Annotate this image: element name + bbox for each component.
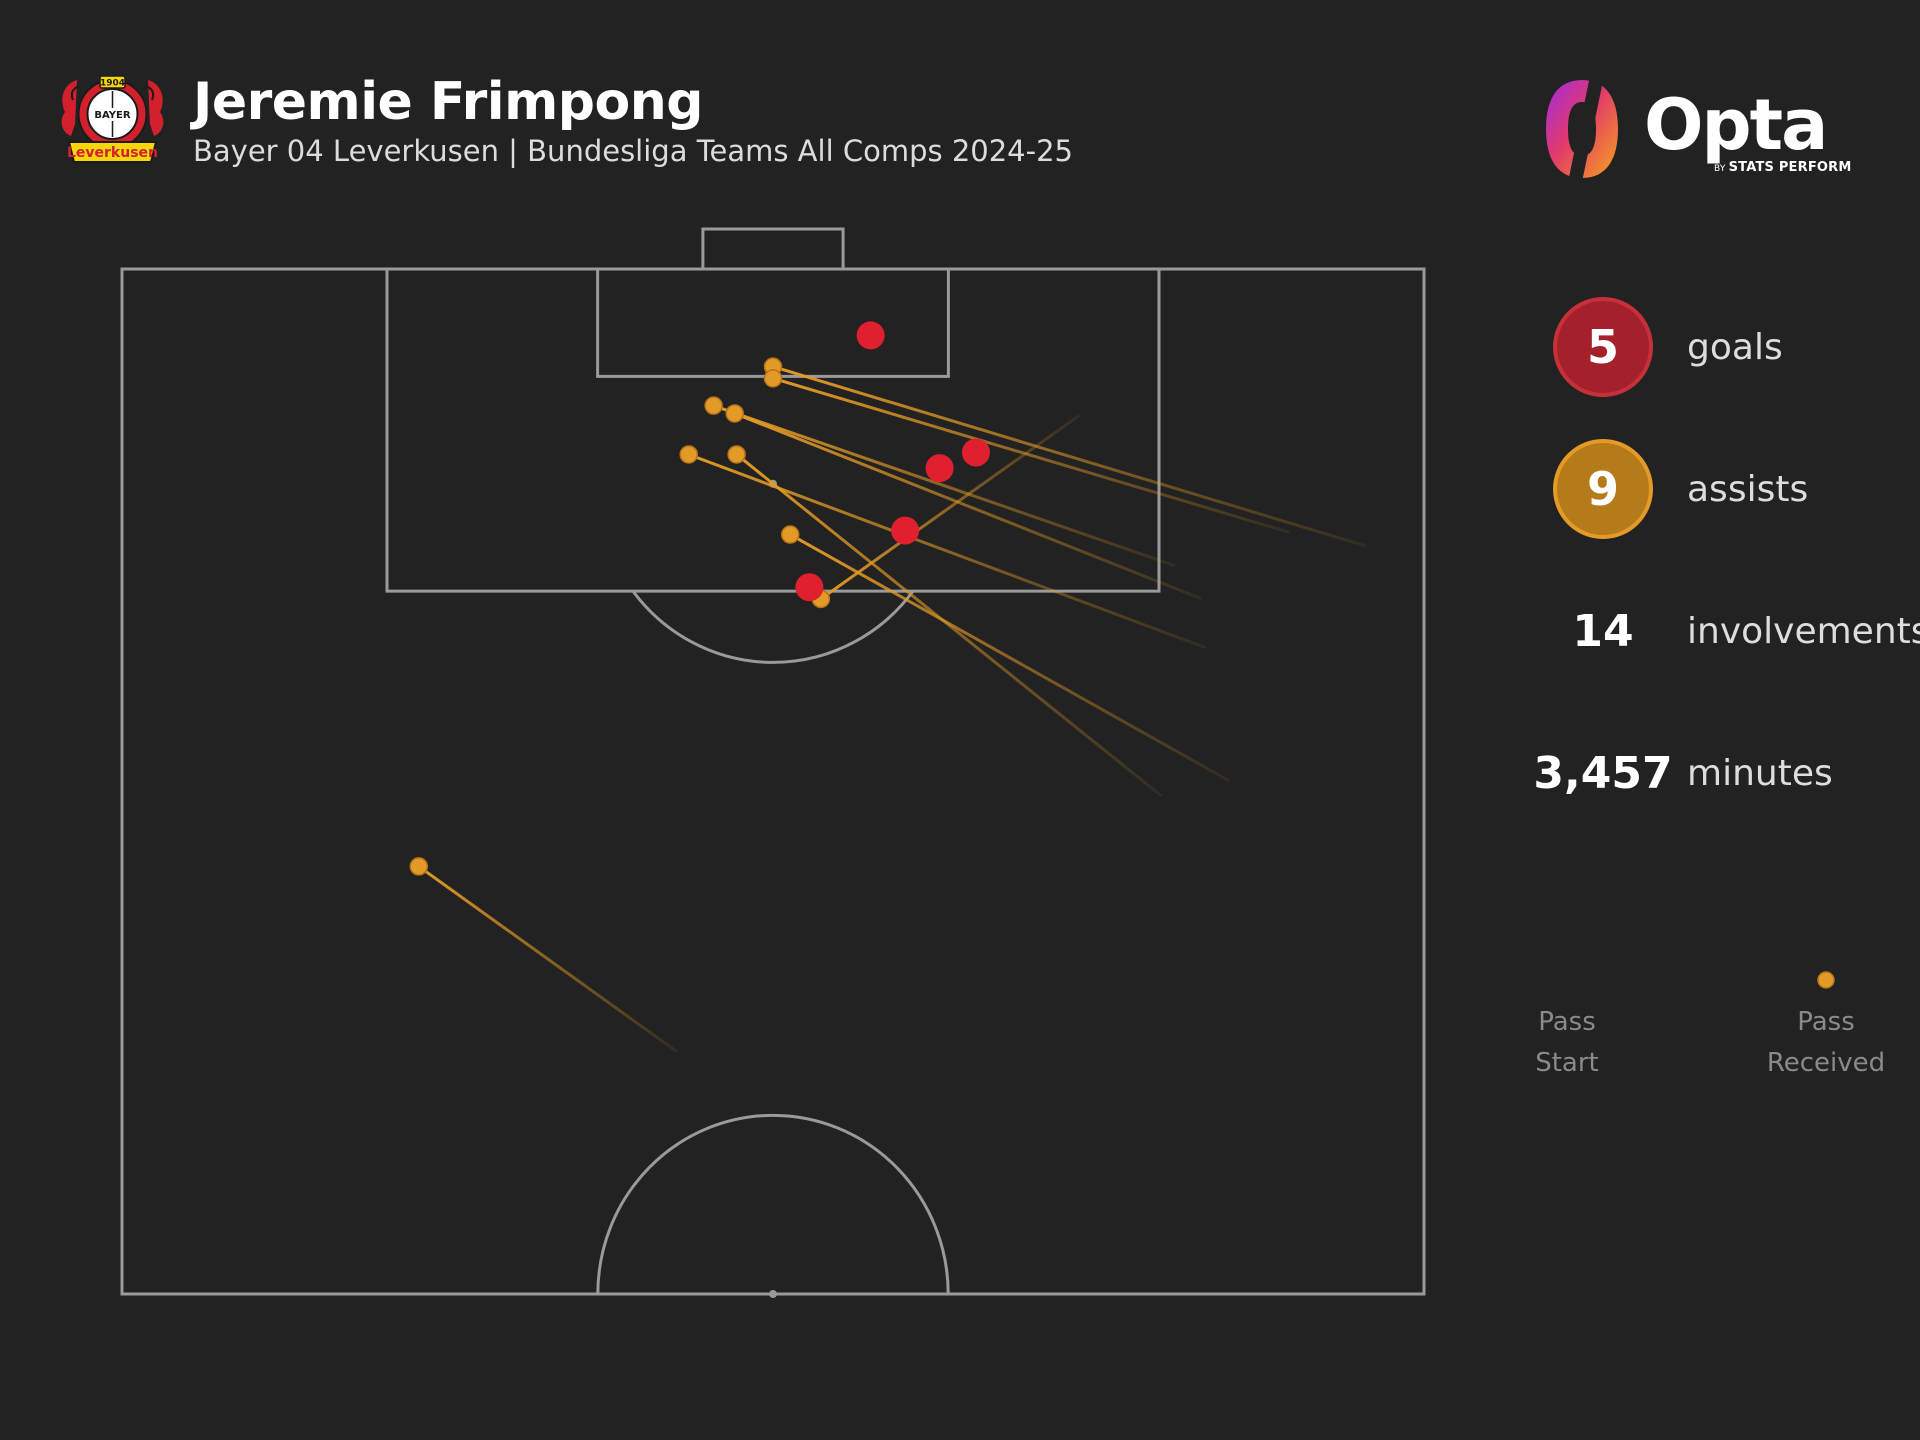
assist-pass-line [772,376,1291,535]
assists-label: assists [1687,468,1809,510]
involvements-count: 14 [1572,605,1634,657]
legend-pass-received-dot [1817,971,1835,989]
assist-pass-line [713,404,1176,568]
goal-markers [795,321,990,602]
goal-marker [856,321,885,350]
assist-passes [409,357,1367,1054]
assist-pass-line [789,533,1230,782]
stat-minutes: 3,457 minutes [1500,721,1920,831]
stat-assists: 9 assists [1500,437,1920,547]
goals-label: goals [1687,326,1783,368]
assists-count-badge: 9 [1553,439,1653,539]
assist-pass-received-dot [725,404,744,423]
assist-pass-line [417,865,679,1054]
pitch-boundary [120,267,1426,1296]
assist-pass-received-dot [409,857,429,876]
goal-marker [891,516,920,545]
header: 1904 BAYER Leverkusen Jeremie Frimpong B… [55,68,1155,178]
stat-involvements: 14 involvements [1500,579,1920,689]
goal-marker [795,573,824,602]
stats-panel: 5 goals 9 assists 14 involvements 3,457 … [1500,295,1920,855]
page-title: Jeremie Frimpong [193,72,703,132]
pitch-lines [120,227,1426,1298]
crest-ring-text: BAYER [94,110,130,121]
legend-pass-start-label: Pass Start [1535,1007,1599,1078]
assist-pass-received-dot [780,525,800,544]
assist-pass-received-dot [704,396,723,415]
opta-byline: BY STATS PERFORM [1714,160,1852,175]
crest-year: 1904 [100,79,125,89]
goal-marker [961,438,990,467]
crest-core [86,88,139,140]
assist-pass-received-dot [727,445,746,464]
crest-banner-text: Leverkusen [67,145,158,161]
crest-lion-left [61,80,77,136]
assist-pass-line [819,414,1081,601]
assist-pass-received-dot [679,445,699,464]
pitch-chart [120,227,1426,1298]
legend-pass-received-label: Pass Received [1766,1007,1886,1078]
minutes-count: 3,457 [1533,747,1673,799]
goals-count-badge: 5 [1553,297,1653,397]
goal-marker [925,454,954,483]
assist-pass-line [772,365,1367,548]
centre-circle [596,1113,950,1295]
opta-mark-icon [1546,76,1618,182]
legend-pass-line [1566,971,1835,989]
chart-legend: Pass Start Pass Received [1500,960,1900,1090]
opta-wordmark: Opta [1644,84,1828,166]
penalty-arc [631,590,915,664]
bayer-leverkusen-crest-icon: 1904 BAYER Leverkusen [61,75,164,163]
goal-frame [701,227,845,271]
minutes-label: minutes [1687,752,1833,794]
assist-pass-received-dot [763,369,783,388]
involvements-label: involvements [1687,610,1920,652]
stat-goals: 5 goals [1500,295,1920,405]
opta-logo: Opta BY STATS PERFORM [1532,74,1852,184]
crest-banner [67,141,158,163]
page-subtitle: Bayer 04 Leverkusen | Bundesliga Teams A… [193,134,1073,168]
centre-spot [769,1290,777,1298]
assist-pass-line [734,412,1203,601]
crest-lion-right [148,80,164,136]
